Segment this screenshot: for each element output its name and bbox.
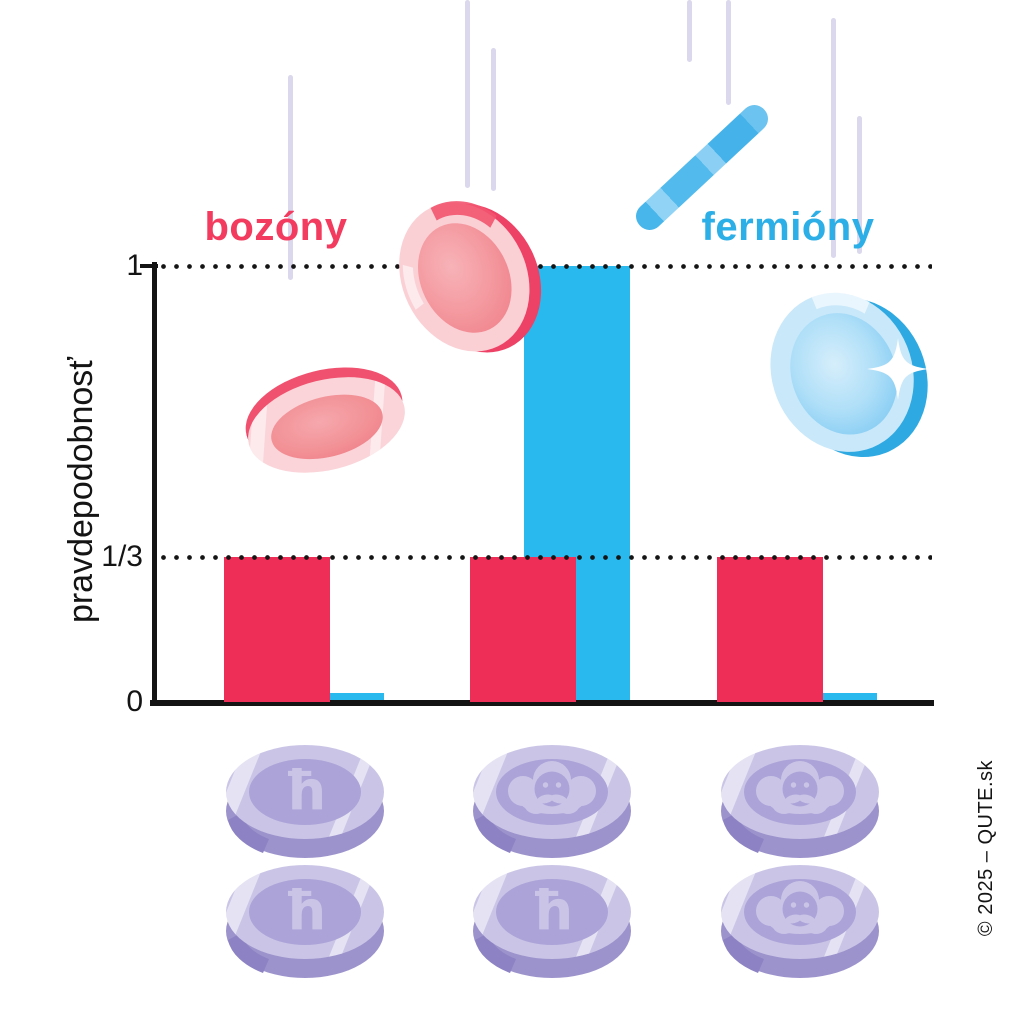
- motion-streak: [288, 75, 293, 280]
- boson-coin-icon: [399, 201, 542, 353]
- fermion-bar: [278, 693, 384, 702]
- svg-text:ħ: ħ: [531, 880, 574, 943]
- copyright-watermark: © 2025 – QUTE.sk: [975, 759, 997, 937]
- motion-streak: [831, 18, 836, 258]
- y-tick-label: 1: [126, 249, 143, 282]
- planck-face-icon: [508, 761, 596, 814]
- boson-coin-icon: [245, 367, 405, 477]
- y-tick-label: 0: [126, 685, 143, 718]
- planck-face-icon: [756, 761, 844, 814]
- outcome-coin-hbar: ħ: [226, 865, 384, 978]
- outcome-coin-hbar: ħ: [473, 865, 631, 978]
- outcome-coin-planck: [721, 865, 879, 978]
- dotted-gridline: [157, 555, 932, 560]
- outcome-coin-planck: [473, 745, 631, 858]
- y-axis-line: [152, 262, 157, 703]
- boson-bar: [224, 557, 330, 702]
- motion-streak: [726, 0, 731, 105]
- x-axis-line: [150, 700, 934, 706]
- svg-text:ħ: ħ: [284, 880, 327, 943]
- fermion-bar: [771, 693, 877, 702]
- motion-streak: [857, 116, 862, 254]
- boson-bar: [717, 557, 823, 702]
- motion-streak: [465, 0, 470, 188]
- outcome-coin-hbar: ħ: [226, 745, 384, 858]
- planck-face-icon: [756, 881, 844, 934]
- boson-series-label: bozóny: [204, 205, 348, 249]
- sparkle-icon: [867, 338, 929, 400]
- fermion-series-label: fermióny: [701, 205, 875, 249]
- outcome-coin-planck: [721, 745, 879, 858]
- dotted-gridline: [157, 264, 932, 269]
- motion-streak: [491, 48, 496, 191]
- y-tick-label: 1/3: [101, 540, 143, 573]
- svg-text:ħ: ħ: [284, 760, 327, 823]
- motion-streak: [687, 0, 692, 62]
- boson-bar: [470, 557, 576, 702]
- fermion-coin-icon: [770, 292, 929, 458]
- y-axis-tick-mark: [140, 264, 158, 268]
- y-axis-title: pravdepodobnosť: [62, 356, 100, 624]
